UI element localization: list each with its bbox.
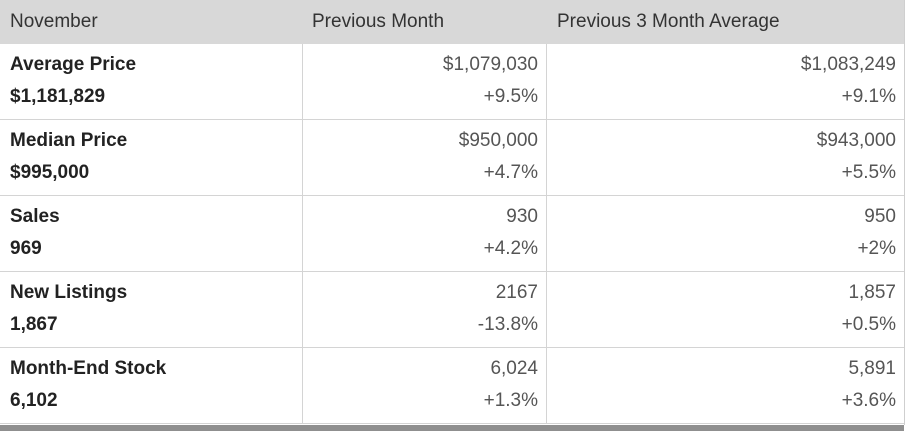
- label-cell: Average Price $1,181,829: [0, 44, 302, 120]
- row-value: $995,000: [10, 162, 90, 183]
- previous-change: -13.8%: [477, 314, 538, 335]
- average-cell: $1,083,249 +9.1%: [547, 44, 904, 120]
- header-cell: November: [10, 11, 98, 32]
- label-cell: Sales 969: [0, 196, 302, 272]
- row-value: 6,102: [10, 390, 58, 411]
- row-label: Median Price: [10, 130, 128, 151]
- header-row: November Previous Month Previous 3 Month A…: [0, 0, 904, 44]
- row-value: 1,867: [10, 314, 58, 335]
- row-label: Sales: [10, 206, 60, 227]
- previous-value: 930: [506, 206, 538, 227]
- previous-change: +4.2%: [483, 238, 538, 259]
- previous-value: $950,000: [458, 130, 538, 151]
- previous-value: $1,079,030: [442, 54, 538, 75]
- average-value: $1,083,249: [800, 54, 896, 75]
- previous-cell: $1,079,030 +9.5%: [302, 44, 547, 120]
- average-cell: 1,857 +0.5%: [547, 272, 904, 348]
- row-value: 969: [10, 238, 42, 259]
- previous-cell: 6,024 +1.3%: [302, 348, 547, 424]
- row-value: $1,181,829: [10, 86, 106, 107]
- average-value: 1,857: [848, 282, 896, 303]
- header-cell: Previous Month: [312, 11, 445, 32]
- previous-value: 2167: [495, 282, 538, 303]
- previous-cell: 930 +4.2%: [302, 196, 547, 272]
- average-value: 950: [864, 206, 896, 227]
- label-cell: Month-End Stock 6,102: [0, 348, 302, 424]
- average-value: $943,000: [816, 130, 896, 151]
- previous-change: +1.3%: [483, 390, 538, 411]
- label-cell: Median Price $995,000: [0, 120, 302, 196]
- previous-value: 6,024: [490, 358, 538, 379]
- label-cell: New Listings 1,867: [0, 272, 302, 348]
- previous-cell: $950,000 +4.7%: [302, 120, 547, 196]
- row-label: Average Price: [10, 54, 137, 75]
- average-change: +0.5%: [841, 314, 896, 335]
- row-label: Month-End Stock: [10, 358, 167, 379]
- scrollbar: [0, 425, 904, 431]
- average-cell: 5,891 +3.6%: [547, 348, 904, 424]
- previous-cell: 2167 -13.8%: [302, 272, 547, 348]
- average-cell: 950 +2%: [547, 196, 904, 272]
- previous-change: +9.5%: [483, 86, 538, 107]
- average-change: +3.6%: [841, 390, 896, 411]
- average-change: +2%: [857, 238, 896, 259]
- header-cell: Previous 3 Month Average: [557, 11, 780, 32]
- average-cell: $943,000 +5.5%: [547, 120, 904, 196]
- previous-change: +4.7%: [483, 162, 538, 183]
- average-change: +9.1%: [841, 86, 896, 107]
- average-change: +5.5%: [841, 162, 896, 183]
- row-label: New Listings: [10, 282, 128, 303]
- average-value: 5,891: [848, 358, 896, 379]
